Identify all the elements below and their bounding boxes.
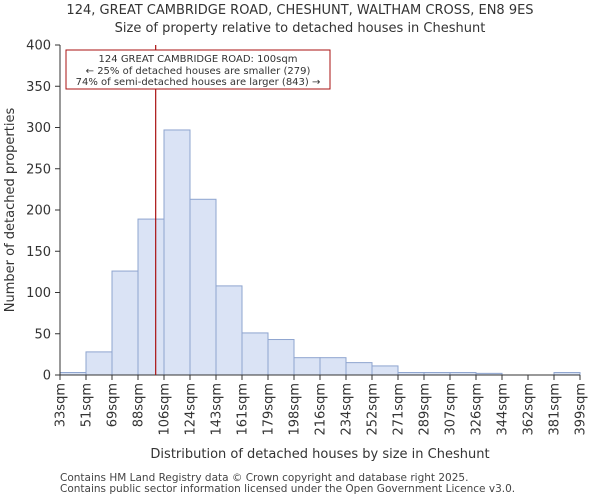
- y-axis-label: Number of detached properties: [3, 108, 18, 313]
- y-tick-label-0: 0: [43, 369, 51, 384]
- y-tick-label-150: 150: [26, 245, 51, 260]
- x-tick-label-69sqm: 69sqm: [106, 383, 121, 427]
- bar-198sqm: [293, 357, 321, 376]
- x-tick-label-326sqm: 326sqm: [470, 383, 485, 436]
- x-tick-label-307sqm: 307sqm: [444, 383, 459, 436]
- x-tick-label-143sqm: 143sqm: [210, 383, 225, 436]
- bar-179sqm: [267, 339, 295, 376]
- y-tick-label-250: 250: [26, 162, 51, 177]
- bar-161sqm: [241, 332, 269, 376]
- x-tick-label-362sqm: 362sqm: [522, 383, 537, 436]
- bar-124sqm: [189, 198, 217, 376]
- bar-88sqm: [137, 218, 165, 376]
- x-tick-label-51sqm: 51sqm: [80, 383, 95, 427]
- x-tick-label-252sqm: 252sqm: [366, 383, 381, 436]
- x-tick-label-399sqm: 399sqm: [574, 383, 589, 436]
- x-tick-label-234sqm: 234sqm: [340, 383, 355, 436]
- bar-143sqm: [215, 285, 243, 376]
- y-tick-label-300: 300: [26, 121, 51, 136]
- chart-subtitle: Size of property relative to detached ho…: [115, 21, 486, 36]
- y-tick-label-200: 200: [26, 204, 51, 219]
- chart-title: 124, GREAT CAMBRIDGE ROAD, CHESHUNT, WAL…: [66, 3, 533, 18]
- footer-copyright: Contains HM Land Registry data © Crown c…: [60, 472, 469, 484]
- bar-234sqm: [345, 362, 373, 376]
- bar-216sqm: [319, 357, 347, 376]
- x-tick-label-106sqm: 106sqm: [158, 383, 173, 436]
- bar-51sqm: [85, 351, 113, 376]
- bars-group: [59, 129, 581, 376]
- annotation-line-3: 74% of semi-detached houses are larger (…: [76, 77, 321, 88]
- bar-69sqm: [111, 270, 139, 376]
- x-axis: 33sqm 51sqm 69sqm 88sqm 106sqm 124sqm 143sqm 16…: [54, 375, 589, 436]
- footer-licence: Contains public sector information licen…: [60, 483, 516, 495]
- y-tick-label-350: 350: [26, 80, 51, 95]
- y-tick-label-100: 100: [26, 286, 51, 301]
- bar-106sqm: [163, 129, 191, 376]
- bar-252sqm: [371, 365, 399, 376]
- x-tick-label-179sqm: 179sqm: [262, 383, 277, 436]
- y-tick-label-400: 400: [26, 39, 51, 54]
- annotation-line-1: 124 GREAT CAMBRIDGE ROAD: 100sqm: [99, 54, 298, 65]
- x-axis-label: Distribution of detached houses by size …: [150, 447, 489, 462]
- x-tick-label-124sqm: 124sqm: [184, 383, 199, 436]
- annotation-box: [65, 49, 331, 90]
- y-axis: 0 50 100 150 200 250 300 350 400: [26, 39, 60, 384]
- annotation-line-2: ← 25% of detached houses are smaller (27…: [86, 66, 311, 77]
- x-tick-label-289sqm: 289sqm: [418, 383, 433, 436]
- x-tick-label-271sqm: 271sqm: [392, 383, 407, 436]
- x-tick-label-216sqm: 216sqm: [314, 383, 329, 436]
- x-tick-label-161sqm: 161sqm: [236, 383, 251, 436]
- x-tick-label-381sqm: 381sqm: [548, 383, 563, 436]
- x-tick-label-33sqm: 33sqm: [54, 383, 69, 427]
- x-tick-label-344sqm: 344sqm: [496, 383, 511, 436]
- x-tick-label-88sqm: 88sqm: [132, 383, 147, 427]
- x-tick-label-198sqm: 198sqm: [288, 383, 303, 436]
- y-tick-label-50: 50: [34, 327, 51, 342]
